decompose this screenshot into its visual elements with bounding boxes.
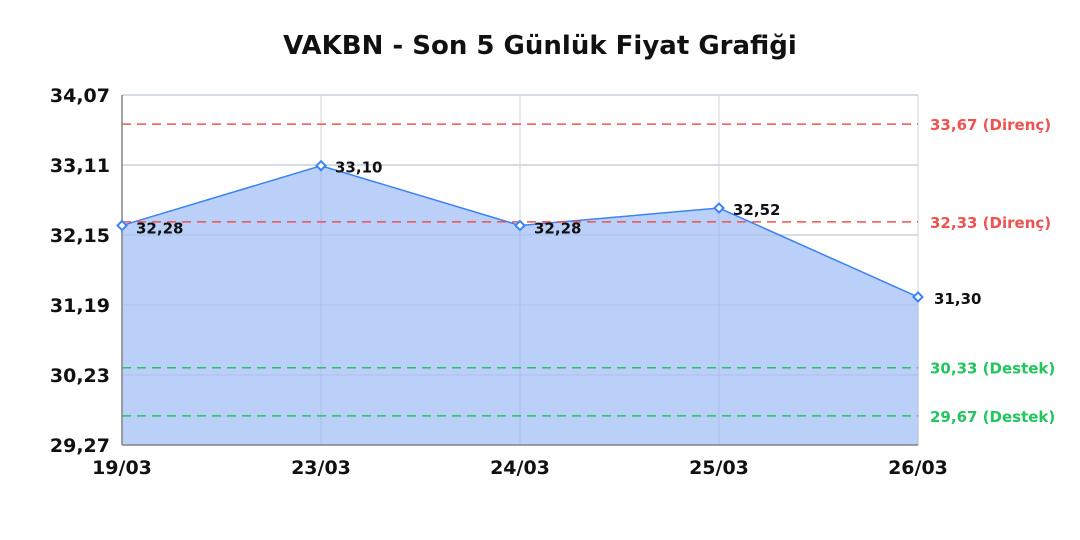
reference-line-label: 29,67 (Destek) bbox=[930, 408, 1055, 426]
y-tick-label: 33,11 bbox=[50, 155, 110, 177]
reference-lines: 33,67 (Direnç) 32,33 (Direnç) 30,33 (Deste… bbox=[122, 116, 1055, 426]
y-tick-label: 31,19 bbox=[50, 295, 110, 317]
series-area bbox=[121, 94, 919, 446]
x-tick-label: 26/03 bbox=[888, 457, 948, 479]
data-point bbox=[912, 291, 924, 303]
reference-line-label: 33,67 (Direnç) bbox=[930, 116, 1051, 134]
reference-line-label: 32,33 (Direnç) bbox=[930, 214, 1051, 232]
y-tick-label: 32,15 bbox=[50, 225, 110, 247]
data-point bbox=[713, 202, 725, 214]
reference-line-label: 30,33 (Destek) bbox=[930, 360, 1055, 378]
data-point bbox=[315, 159, 327, 172]
data-point bbox=[514, 219, 526, 232]
chart-title: VAKBN - Son 5 Günlük Fiyat Grafiği bbox=[283, 31, 797, 61]
data-point bbox=[116, 219, 128, 232]
data-label: 33,10 bbox=[335, 159, 382, 177]
x-tick-label: 25/03 bbox=[689, 457, 749, 479]
x-tick-label: 23/03 bbox=[291, 457, 351, 479]
x-tick-label: 19/03 bbox=[92, 457, 152, 479]
y-tick-label: 34,07 bbox=[50, 85, 110, 107]
y-tick-label: 29,27 bbox=[50, 435, 110, 457]
data-label: 32,28 bbox=[136, 220, 183, 238]
area-fill bbox=[122, 165, 918, 445]
data-label: 32,28 bbox=[534, 220, 581, 238]
data-points: 32,28 33,10 32,28 32,52 31,30 bbox=[116, 159, 981, 308]
x-tick-label: 24/03 bbox=[490, 457, 550, 479]
y-tick-label: 30,23 bbox=[50, 365, 110, 387]
data-label: 31,30 bbox=[934, 290, 981, 308]
data-label: 32,52 bbox=[733, 201, 780, 219]
